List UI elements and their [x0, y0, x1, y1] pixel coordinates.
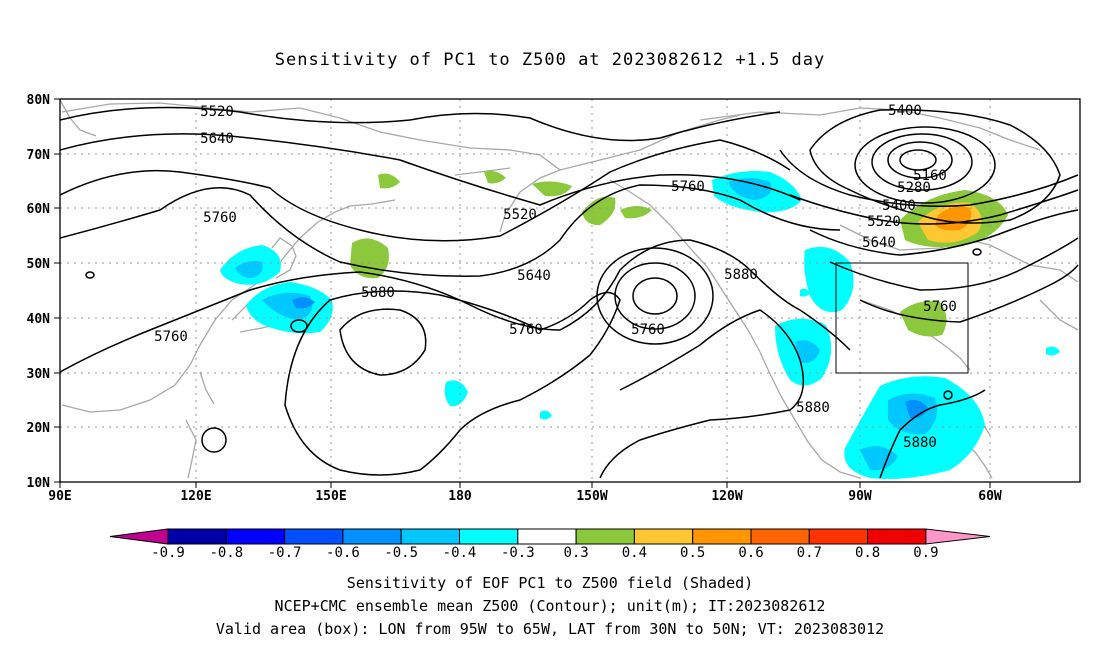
contour-label: 5520 [867, 214, 901, 230]
colorbar-swatch [867, 528, 927, 545]
caption-line-1: Sensitivity of EOF PC1 to Z500 field (Sh… [346, 574, 754, 592]
colorbar-right-arrow [925, 528, 991, 545]
lon-tick-label: 120W [711, 489, 742, 504]
colorbar-swatch [808, 528, 869, 545]
positive-patch [350, 238, 389, 279]
colorbar-label: 0.4 [622, 545, 647, 561]
colorbar-label: -0.5 [384, 545, 418, 561]
lon-tick-label: 180 [448, 489, 472, 504]
colorbar-label: -0.4 [443, 545, 477, 561]
contour-label: 5520 [503, 207, 537, 223]
longitude-axis: 90E 120E 150E 180 150W 120W 90W 60W [48, 482, 1002, 504]
colorbar-label: 0.7 [797, 545, 822, 561]
contour-label: 5640 [200, 131, 234, 147]
negative-patch [804, 246, 854, 313]
colorbar-label: -0.9 [151, 545, 185, 561]
latitude-axis: 80N 70N 60N 50N 40N 30N 20N 10N [27, 93, 60, 491]
colorbar-label: 0.6 [738, 545, 763, 561]
map-title: Sensitivity of PC1 to Z500 at 2023082612… [274, 50, 826, 70]
contour-label: 5520 [200, 104, 234, 120]
contour-label: 5760 [923, 299, 957, 315]
colorbar-label: -0.6 [326, 545, 360, 561]
lat-tick-label: 30N [27, 367, 51, 382]
colorbar-swatch [692, 528, 752, 545]
lat-tick-label: 50N [27, 257, 51, 272]
lon-tick-label: 120E [180, 489, 211, 504]
colorbar-label: 0.8 [855, 545, 880, 561]
contour-label: 5760 [671, 179, 705, 195]
contour-label: 5760 [631, 322, 665, 338]
contour-label: 5880 [903, 435, 937, 451]
colorbar-swatch [750, 528, 810, 545]
lon-tick-label: 150E [315, 489, 346, 504]
negative-patch [292, 297, 315, 309]
contour-label: 5400 [888, 103, 922, 119]
colorbar-swatch [225, 528, 286, 545]
lon-tick-label: 90E [48, 489, 71, 504]
lon-tick-label: 150W [576, 489, 607, 504]
z500-contours [60, 106, 1079, 479]
colorbar: -0.9 -0.8 -0.7 -0.6 -0.5 -0.4 -0.3 0.3 0.4 0.5 0.6… [109, 528, 991, 561]
contour-label: 5640 [862, 235, 896, 251]
negative-patch [1046, 346, 1060, 356]
caption-line-3: Valid area (box): LON from 95W to 65W, L… [215, 620, 885, 638]
colorbar-swatch [342, 528, 402, 545]
valid-area-box [835, 262, 969, 374]
contour-label: 5160 [913, 168, 947, 184]
positive-patch [582, 196, 616, 226]
negative-patch [800, 288, 810, 297]
colorbar-swatch [167, 528, 227, 545]
lat-tick-label: 70N [27, 148, 51, 163]
colorbar-left-arrow [109, 528, 169, 545]
colorbar-label: 0.5 [680, 545, 705, 561]
contour-label: 5880 [724, 267, 758, 283]
positive-patch [378, 173, 400, 189]
contour-label-group: 5520 5640 5760 5520 5760 5640 5760 5880 … [154, 103, 957, 451]
positive-patch [484, 170, 506, 184]
sensitivity-shading [220, 170, 1060, 479]
graticule [60, 99, 1080, 482]
contour-label: 5400 [882, 198, 916, 214]
lon-tick-label: 60W [978, 489, 1002, 504]
colorbar-label: 0.9 [913, 545, 938, 561]
contour-label: 5760 [509, 322, 543, 338]
colorbar-swatch [284, 528, 344, 545]
negative-patch [795, 340, 820, 363]
lat-tick-label: 40N [27, 312, 51, 327]
negative-patch [540, 410, 552, 420]
colorbar-swatch [459, 528, 519, 545]
lat-tick-label: 60N [27, 202, 51, 217]
contour-label: 5880 [361, 285, 395, 301]
colorbar-label: 0.3 [563, 545, 588, 561]
colorbar-swatch [575, 528, 635, 545]
lat-tick-label: 10N [27, 476, 51, 491]
negative-patch [860, 446, 898, 471]
caption-line-2: NCEP+CMC ensemble mean Z500 (Contour); u… [274, 597, 826, 615]
lat-tick-label: 80N [27, 93, 51, 108]
map-frame [59, 98, 1081, 483]
contour-label: 5760 [203, 210, 237, 226]
colorbar-label: -0.7 [268, 545, 302, 561]
colorbar-swatch [517, 528, 577, 545]
lon-tick-label: 90W [848, 489, 872, 504]
positive-patch [935, 206, 972, 231]
contour-label: 5280 [897, 180, 931, 196]
negative-patch [444, 380, 468, 407]
negative-patch [905, 400, 928, 419]
positive-patch [620, 206, 652, 219]
contour-label: 5880 [796, 400, 830, 416]
colorbar-swatch [633, 528, 694, 545]
negative-patch [235, 260, 263, 278]
contour-label: 5640 [517, 268, 551, 284]
contour-label: 5760 [154, 329, 188, 345]
positive-patch [532, 181, 572, 197]
colorbar-swatch [400, 528, 461, 545]
lat-tick-label: 20N [27, 421, 51, 436]
colorbar-label: -0.3 [501, 545, 535, 561]
colorbar-label: -0.8 [209, 545, 243, 561]
negative-patch [728, 178, 772, 200]
